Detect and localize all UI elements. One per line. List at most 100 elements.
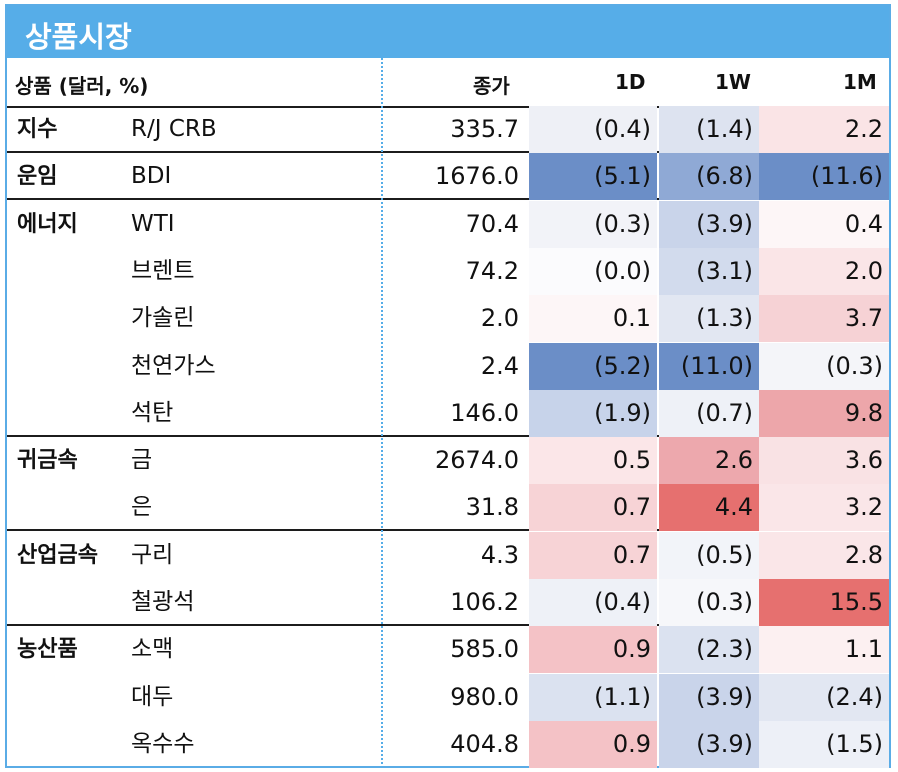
row-close-price: 2674.0 xyxy=(435,446,519,475)
row-close-price: 70.4 xyxy=(465,209,519,238)
row-commodity-name: BDI xyxy=(131,163,172,190)
row-commodity-name: 은 xyxy=(131,494,153,521)
row-category: 에너지 xyxy=(17,211,78,237)
table-row: 에너지 WTI 70.4 (0.3) (3.9) 0.4 xyxy=(7,200,889,248)
row-change-1d: (0.0) xyxy=(594,256,651,285)
row-commodity-name: 철광석 xyxy=(131,589,195,615)
row-change-1m: (2.4) xyxy=(826,682,883,711)
title-bar: 상품시장 xyxy=(7,6,889,58)
row-change-1w: (1.4) xyxy=(696,115,753,143)
row-change-1w-cell: (1.4) xyxy=(659,106,759,153)
row-change-1d: (1.1) xyxy=(594,682,651,711)
table-row: 은 31.8 0.7 4.4 3.2 xyxy=(7,484,889,532)
row-change-1d-cell: 0.7 xyxy=(529,484,657,532)
row-change-1m-cell: 15.5 xyxy=(759,579,889,626)
row-change-1w-cell: (3.9) xyxy=(659,200,759,248)
row-change-1m: (0.3) xyxy=(826,351,883,380)
row-change-1w-cell: (0.3) xyxy=(659,579,759,626)
table-row: 대두 980.0 (1.1) (3.9) (2.4) xyxy=(7,673,889,721)
row-change-1w: (3.9) xyxy=(696,209,753,238)
row-change-1m: (1.5) xyxy=(826,729,883,758)
row-category: 산업금속 xyxy=(17,542,98,568)
row-change-1w: (0.7) xyxy=(696,398,753,427)
row-change-1m-cell: 3.6 xyxy=(759,437,889,485)
table-row: 귀금속 금 2674.0 0.5 2.6 3.6 xyxy=(7,437,889,485)
row-change-1d-cell: 0.5 xyxy=(529,437,657,485)
row-category: 운임 xyxy=(17,164,58,190)
table-row: 산업금속 구리 4.3 0.7 (0.5) 2.8 xyxy=(7,531,889,579)
row-change-1m-cell: (0.3) xyxy=(759,342,889,390)
row-change-1d-cell: (0.4) xyxy=(529,106,657,153)
row-change-1m-cell: 2.0 xyxy=(759,247,889,295)
row-change-1d-cell: (0.4) xyxy=(529,579,657,626)
row-change-1m: 3.2 xyxy=(844,493,883,522)
row-change-1w-cell: (3.1) xyxy=(659,247,759,295)
commodity-table: 상품시장 상품 (달러, %) 종가 1D 1W 1M 지수 R/J CRB 335… xyxy=(5,4,891,768)
header-1w: 1W xyxy=(715,70,751,94)
row-change-1m: 0.4 xyxy=(844,209,883,238)
row-change-1w-cell: (1.3) xyxy=(659,295,759,343)
row-change-1w-cell: (0.5) xyxy=(659,531,759,579)
row-commodity-name: 옥수수 xyxy=(131,730,195,757)
table-row: 운임 BDI 1676.0 (5.1) (6.8) (11.6) xyxy=(7,153,889,201)
row-commodity-name: 대두 xyxy=(131,683,174,710)
row-change-1d-cell: (1.9) xyxy=(529,389,657,437)
row-change-1d: 0.5 xyxy=(612,446,651,475)
row-change-1d: 0.7 xyxy=(612,493,651,522)
row-change-1w-cell: (0.7) xyxy=(659,389,759,437)
row-change-1d-cell: 0.9 xyxy=(529,720,657,768)
row-category: 귀금속 xyxy=(17,448,78,474)
header-1d: 1D xyxy=(615,70,646,94)
row-change-1w-cell: (3.9) xyxy=(659,720,759,768)
row-close-price: 74.2 xyxy=(465,256,519,285)
row-close-price: 335.7 xyxy=(450,115,519,143)
row-change-1w: (3.1) xyxy=(696,256,753,285)
table-row: 옥수수 404.8 0.9 (3.9) (1.5) xyxy=(7,720,889,768)
row-commodity-name: 소맥 xyxy=(131,636,174,663)
table-row: 브렌트 74.2 (0.0) (3.1) 2.0 xyxy=(7,247,889,295)
row-change-1w: (3.9) xyxy=(696,729,753,758)
row-change-1m-cell: 1.1 xyxy=(759,626,889,674)
row-category: 농산품 xyxy=(17,637,78,663)
row-close-price: 980.0 xyxy=(450,682,519,711)
table-row: 지수 R/J CRB 335.7 (0.4) (1.4) 2.2 xyxy=(7,106,889,153)
row-change-1m-cell: 2.8 xyxy=(759,531,889,579)
row-change-1m-cell: 0.4 xyxy=(759,200,889,248)
row-change-1d-cell: (5.1) xyxy=(529,153,657,201)
row-commodity-name: WTI xyxy=(131,210,175,237)
row-change-1d-cell: 0.1 xyxy=(529,295,657,343)
table-row: 농산품 소맥 585.0 0.9 (2.3) 1.1 xyxy=(7,626,889,674)
row-change-1m: 3.6 xyxy=(844,446,883,475)
row-change-1m: 15.5 xyxy=(829,588,883,616)
row-change-1d: 0.1 xyxy=(612,304,651,333)
row-commodity-name: 가솔린 xyxy=(131,305,195,332)
row-close-price: 1676.0 xyxy=(435,162,519,191)
row-category: 지수 xyxy=(17,117,58,142)
row-change-1m: 2.2 xyxy=(844,115,883,143)
row-change-1d: (0.4) xyxy=(594,588,651,616)
row-change-1w-cell: 4.4 xyxy=(659,484,759,532)
row-commodity-name: 석탄 xyxy=(131,399,174,426)
row-commodity-name: 천연가스 xyxy=(131,352,216,379)
row-change-1m: 2.8 xyxy=(844,540,883,569)
row-commodity-name: R/J CRB xyxy=(131,116,217,142)
row-commodity-name: 구리 xyxy=(131,541,174,568)
row-change-1m: 3.7 xyxy=(844,304,883,333)
table-row: 철광석 106.2 (0.4) (0.3) 15.5 xyxy=(7,579,889,626)
row-change-1d: (5.2) xyxy=(594,351,651,380)
row-close-price: 585.0 xyxy=(450,635,519,664)
row-close-price: 31.8 xyxy=(465,493,519,522)
row-change-1d-cell: 0.7 xyxy=(529,531,657,579)
row-close-price: 4.3 xyxy=(480,540,519,569)
row-change-1m: 2.0 xyxy=(844,256,883,285)
row-change-1m-cell: 3.2 xyxy=(759,484,889,532)
row-change-1w: (3.9) xyxy=(696,682,753,711)
row-close-price: 146.0 xyxy=(450,398,519,427)
row-change-1w-cell: 2.6 xyxy=(659,437,759,485)
row-change-1w: 4.4 xyxy=(714,493,753,522)
header-item: 상품 (달러, %) xyxy=(15,74,149,98)
row-change-1w: (11.0) xyxy=(680,351,753,380)
row-close-price: 2.4 xyxy=(480,351,519,380)
row-change-1w: 2.6 xyxy=(714,446,753,475)
row-change-1d: 0.9 xyxy=(612,635,651,664)
